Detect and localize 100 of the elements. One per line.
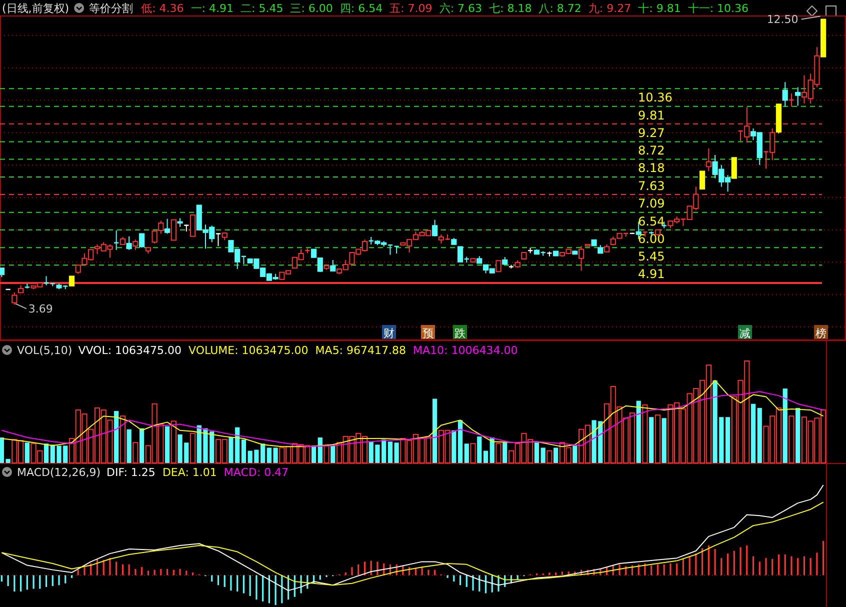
candlestick — [68, 276, 75, 286]
annotation: 减 — [740, 327, 750, 340]
ref-line-label: 9.27 — [638, 126, 665, 140]
bar — [266, 448, 272, 463]
text: 五: 7.09 — [390, 2, 432, 15]
text: 七: 8.18 — [489, 2, 532, 15]
annotation: 预 — [422, 327, 434, 340]
ref-line-label: 7.09 — [638, 196, 665, 211]
bar — [330, 446, 336, 463]
bar — [318, 438, 322, 463]
candlestick — [126, 236, 132, 250]
candlestick — [706, 148, 712, 172]
text: 十一: 10.36 — [688, 2, 749, 15]
text: VVOL: 1063475.00 — [78, 344, 182, 357]
bar — [164, 426, 170, 463]
ref-line-label: 6.54 — [638, 214, 665, 228]
bar — [540, 448, 546, 463]
bar — [458, 420, 463, 463]
bar — [483, 450, 488, 463]
bar — [132, 442, 138, 464]
ref-line-label: 8.18 — [638, 161, 665, 176]
text: MA5: 967417.88 — [315, 344, 406, 357]
bar — [750, 404, 756, 463]
annotation: 3.69 — [28, 302, 53, 316]
bar — [757, 408, 762, 463]
ref-line-label: 8.72 — [638, 144, 665, 158]
bar — [388, 442, 393, 463]
ref-line-label: 7.63 — [638, 179, 665, 194]
text: 六: 7.63 — [439, 2, 482, 15]
candlestick — [113, 230, 120, 250]
chart-title: (日线,前复权) — [2, 2, 70, 15]
text: DIF: 1.25 — [106, 466, 156, 479]
text: 十: 9.81 — [638, 2, 681, 15]
candlestick — [795, 86, 801, 106]
annotation: 财 — [384, 327, 394, 340]
bar — [452, 430, 456, 463]
candlestick — [496, 260, 502, 272]
bar — [554, 448, 558, 463]
text: 低: 4.36 — [141, 2, 184, 15]
bar — [114, 410, 119, 463]
bar — [470, 443, 476, 464]
candlestick — [578, 246, 584, 272]
candlestick — [731, 157, 737, 179]
bar — [649, 417, 654, 463]
bar — [725, 417, 730, 463]
ref-line-label: 5.45 — [638, 250, 665, 264]
candlestick — [139, 233, 145, 248]
bar — [6, 458, 10, 463]
candlestick — [432, 219, 438, 237]
candlestick — [215, 232, 222, 247]
chart-title: MACD(12,26,9) — [17, 466, 101, 479]
text: MACD: 0.47 — [224, 466, 289, 479]
bar — [464, 444, 469, 463]
bar — [170, 420, 176, 464]
bar — [477, 436, 482, 463]
bar — [120, 416, 126, 464]
candlestick — [132, 239, 138, 250]
ref-line-label: 10.36 — [638, 90, 672, 105]
candlestick — [788, 92, 794, 108]
ref-line-label: 4.91 — [638, 267, 665, 282]
bar — [241, 440, 246, 463]
bar — [126, 429, 132, 463]
bar — [502, 442, 508, 463]
bar — [788, 416, 794, 464]
text: VOLUME: 1063475.00 — [188, 344, 308, 357]
candlestick — [12, 292, 18, 306]
bar — [432, 398, 438, 463]
bar — [273, 448, 278, 463]
candlestick — [700, 170, 706, 190]
candlestick — [0, 268, 4, 278]
text: 二: 5.45 — [240, 2, 284, 15]
text: 八: 8.72 — [538, 2, 582, 15]
bar — [782, 388, 788, 463]
text: 一: 4.91 — [190, 2, 234, 15]
text: 九: 9.27 — [588, 2, 632, 15]
chart-subtitle: 等价分割 — [89, 2, 134, 15]
annotation: 12.50 — [766, 13, 798, 26]
bar — [654, 414, 661, 464]
annotation: 跌 — [454, 327, 466, 340]
bar — [662, 418, 666, 463]
bar — [324, 445, 330, 464]
bar — [44, 444, 49, 463]
bar — [490, 438, 494, 463]
chart-title: VOL(5,10) — [17, 344, 72, 357]
bar — [546, 450, 552, 464]
bar — [311, 446, 316, 463]
text: 三: 6.00 — [290, 2, 333, 15]
candlestick — [164, 218, 170, 234]
bar — [796, 408, 800, 463]
ref-line-label: 9.81 — [638, 108, 665, 122]
annotation: 榜 — [816, 327, 826, 340]
bar — [140, 428, 144, 463]
candlestick — [190, 214, 196, 237]
candlestick — [782, 82, 788, 108]
candlestick — [170, 219, 176, 241]
bar — [24, 442, 30, 463]
bar — [394, 442, 399, 463]
bar — [190, 432, 196, 464]
candlestick — [330, 259, 336, 272]
text: DEA: 1.01 — [162, 466, 217, 479]
